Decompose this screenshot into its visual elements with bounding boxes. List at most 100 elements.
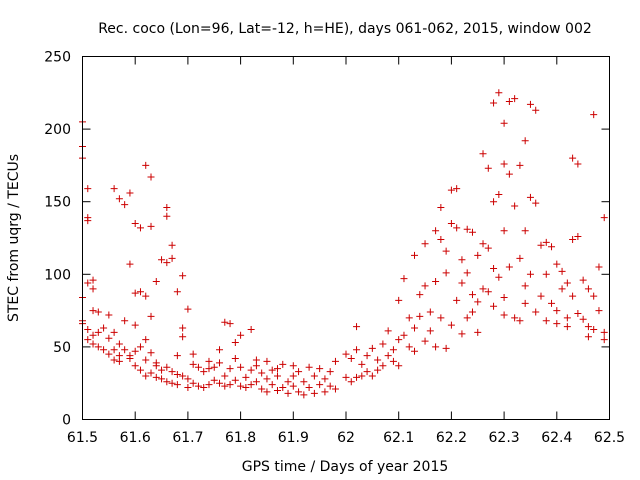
data-point xyxy=(158,375,166,383)
data-point xyxy=(574,233,582,241)
data-point xyxy=(147,349,155,357)
data-point xyxy=(495,89,503,97)
data-point xyxy=(173,288,181,296)
data-point xyxy=(526,193,534,201)
data-point xyxy=(200,384,208,392)
data-point xyxy=(136,288,144,296)
data-point xyxy=(100,324,108,332)
data-point xyxy=(136,224,144,232)
data-point xyxy=(89,285,97,293)
data-point xyxy=(326,368,334,376)
data-point xyxy=(263,357,271,365)
data-point xyxy=(247,381,255,389)
data-point xyxy=(353,323,361,331)
data-point xyxy=(189,350,197,358)
data-point xyxy=(379,362,387,370)
data-point xyxy=(131,219,139,227)
data-point xyxy=(421,282,429,290)
data-point xyxy=(263,375,271,383)
data-point xyxy=(363,368,371,376)
data-point xyxy=(590,325,598,333)
data-point xyxy=(168,368,176,376)
data-point xyxy=(152,278,160,286)
data-point xyxy=(405,343,413,351)
data-point xyxy=(505,170,513,178)
data-point xyxy=(247,325,255,333)
data-point xyxy=(131,347,139,355)
data-point xyxy=(553,307,561,315)
data-point xyxy=(205,381,213,389)
data-point xyxy=(89,331,97,339)
data-point xyxy=(347,378,355,386)
data-point xyxy=(584,285,592,293)
data-point xyxy=(168,379,176,387)
data-point xyxy=(400,275,408,283)
data-point xyxy=(316,365,324,373)
data-point xyxy=(353,373,361,381)
data-point xyxy=(168,254,176,262)
data-point xyxy=(231,355,239,363)
data-point xyxy=(563,279,571,287)
data-point xyxy=(184,384,192,392)
data-point xyxy=(411,324,419,332)
y-tick-label: 100 xyxy=(44,267,71,283)
data-point xyxy=(474,328,482,336)
data-point xyxy=(226,320,234,328)
data-point xyxy=(447,219,455,227)
data-point xyxy=(316,381,324,389)
data-point xyxy=(158,366,166,374)
data-point xyxy=(416,291,424,299)
data-point xyxy=(179,333,187,341)
data-point xyxy=(331,357,339,365)
data-point xyxy=(231,339,239,347)
data-point xyxy=(289,372,297,380)
data-point xyxy=(305,363,313,371)
plot-frame xyxy=(82,56,610,420)
data-point xyxy=(237,382,245,390)
data-point xyxy=(242,373,250,381)
data-point xyxy=(442,247,450,255)
data-point xyxy=(100,346,108,354)
data-point xyxy=(342,350,350,358)
data-point xyxy=(163,378,171,386)
data-point xyxy=(136,343,144,351)
data-point xyxy=(221,318,229,326)
data-point xyxy=(574,310,582,318)
data-point xyxy=(416,312,424,320)
data-point xyxy=(521,282,529,290)
data-point xyxy=(105,334,113,342)
data-point xyxy=(516,161,524,169)
data-point xyxy=(590,292,598,300)
data-point xyxy=(537,292,545,300)
data-point xyxy=(500,294,508,302)
data-point xyxy=(569,154,577,162)
data-point xyxy=(163,212,171,220)
data-point xyxy=(194,382,202,390)
data-point xyxy=(558,267,566,275)
data-point xyxy=(147,173,155,181)
data-point xyxy=(147,369,155,377)
data-point xyxy=(437,314,445,322)
data-point xyxy=(115,340,123,348)
data-point xyxy=(569,292,577,300)
data-point xyxy=(147,312,155,320)
data-point xyxy=(500,227,508,235)
data-point xyxy=(389,346,397,354)
data-point xyxy=(263,388,271,396)
data-point xyxy=(358,372,366,380)
data-point xyxy=(511,202,519,210)
data-point xyxy=(532,308,540,316)
data-point xyxy=(490,264,498,272)
data-point xyxy=(321,375,329,383)
x-tick-label: 61.9 xyxy=(278,430,309,446)
y-tick-label: 250 xyxy=(44,50,71,66)
data-point xyxy=(221,372,229,380)
data-point xyxy=(384,327,392,335)
data-point xyxy=(432,343,440,351)
data-point xyxy=(395,336,403,344)
data-point xyxy=(347,355,355,363)
data-point xyxy=(569,235,577,243)
data-point xyxy=(579,315,587,323)
data-point xyxy=(563,314,571,322)
